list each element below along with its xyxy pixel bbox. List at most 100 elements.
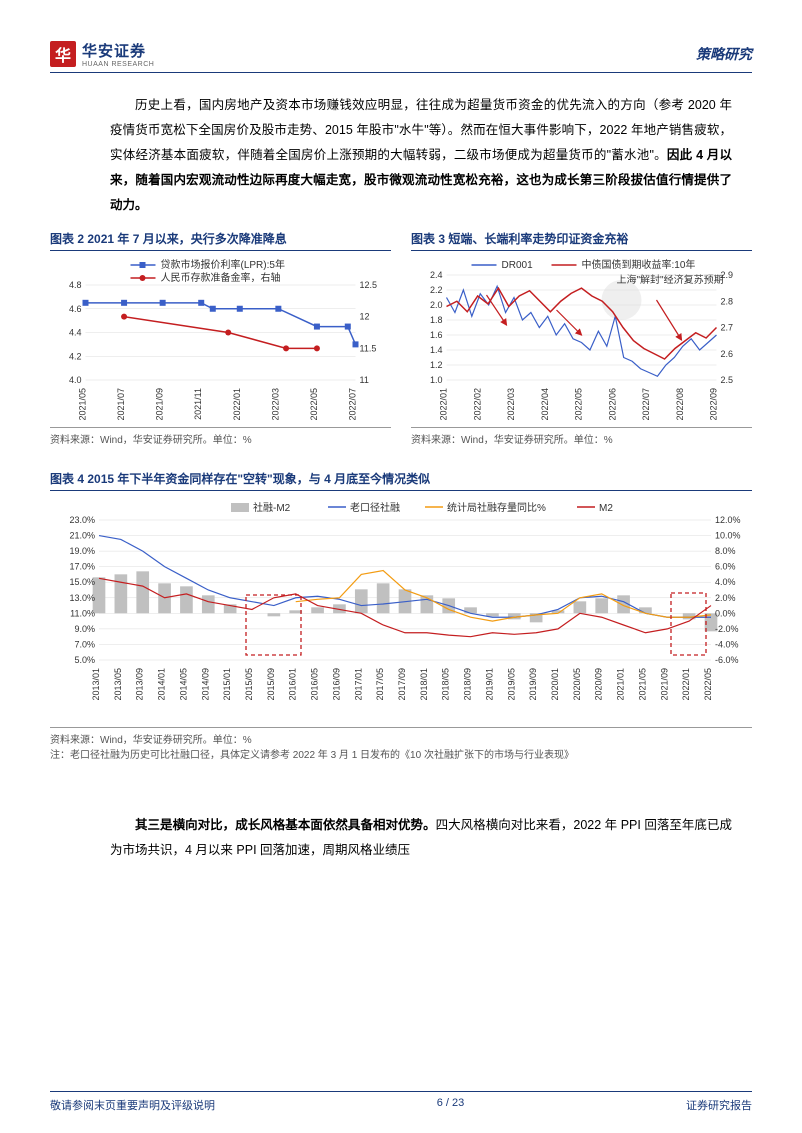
- logo-block: 华 华安证券 HUAAN RESEARCH: [50, 40, 154, 68]
- svg-text:2021/01: 2021/01: [616, 668, 626, 701]
- svg-text:21.0%: 21.0%: [69, 531, 95, 541]
- svg-text:2017/05: 2017/05: [375, 668, 385, 701]
- logo-name-en: HUAAN RESEARCH: [82, 61, 154, 68]
- para1-text: 历史上看，国内房地产及资本市场赚钱效应明显，往往成为超量货币资金的优先流入的方向…: [110, 98, 732, 162]
- svg-text:8.0%: 8.0%: [715, 546, 736, 556]
- svg-text:2020/05: 2020/05: [572, 668, 582, 701]
- svg-text:11.0%: 11.0%: [70, 608, 95, 618]
- svg-text:15.0%: 15.0%: [69, 577, 95, 587]
- svg-text:2.9: 2.9: [721, 270, 734, 280]
- svg-text:1.8: 1.8: [430, 315, 443, 325]
- svg-text:2014/01: 2014/01: [157, 668, 167, 701]
- svg-text:统计局社融存量同比%: 统计局社融存量同比%: [447, 501, 546, 514]
- svg-text:-6.0%: -6.0%: [715, 655, 739, 665]
- svg-text:2022/05: 2022/05: [703, 668, 713, 701]
- footer-report-type: 证券研究报告: [686, 1097, 752, 1113]
- chart-4-note: 注：老口径社融为历史可比社融口径，具体定义请参考 2022 年 3 月 1 日发…: [50, 748, 752, 763]
- svg-text:2014/05: 2014/05: [178, 668, 188, 701]
- svg-text:11: 11: [360, 375, 369, 385]
- svg-text:19.0%: 19.0%: [69, 546, 95, 556]
- svg-text:2022/05: 2022/05: [574, 388, 584, 421]
- para2-bold: 其三是横向对比，成长风格基本面依然具备相对优势。: [135, 818, 436, 832]
- svg-text:2021/05: 2021/05: [637, 668, 647, 701]
- svg-text:4.6: 4.6: [69, 304, 82, 314]
- chart-2-title: 图表 2 2021 年 7 月以来，央行多次降准降息: [50, 230, 391, 251]
- svg-text:2022/01: 2022/01: [439, 388, 449, 421]
- svg-text:2016/05: 2016/05: [310, 668, 320, 701]
- page-footer: 敬请参阅末页重要声明及评级说明 6 / 23 证券研究报告: [50, 1091, 752, 1113]
- svg-text:23.0%: 23.0%: [69, 515, 95, 525]
- svg-text:2021/09: 2021/09: [659, 668, 669, 701]
- paragraph-2: 其三是横向对比，成长风格基本面依然具备相对优势。四大风格横向对比来看，2022 …: [50, 813, 752, 863]
- chart-4-source: 资料来源：Wind，华安证券研究所。单位：%: [50, 727, 752, 746]
- svg-text:社融-M2: 社融-M2: [253, 501, 291, 514]
- logo-name-cn: 华安证券: [82, 40, 154, 61]
- svg-text:2021/09: 2021/09: [155, 388, 165, 421]
- svg-text:老口径社融: 老口径社融: [350, 501, 400, 514]
- header-category: 策略研究: [696, 44, 752, 64]
- svg-text:-4.0%: -4.0%: [715, 639, 739, 649]
- svg-text:2015/01: 2015/01: [222, 668, 232, 701]
- svg-text:2018/05: 2018/05: [441, 668, 451, 701]
- svg-text:2022/01: 2022/01: [232, 388, 242, 421]
- chart-2: 贷款市场报价利率(LPR):5年 人民币存款准备金率，右轴 2021/05 202…: [50, 255, 391, 425]
- svg-text:2020/01: 2020/01: [550, 668, 560, 701]
- svg-text:2.4: 2.4: [430, 270, 443, 280]
- svg-text:2019/09: 2019/09: [528, 668, 538, 701]
- svg-text:2015/09: 2015/09: [266, 668, 276, 701]
- svg-text:4.0: 4.0: [69, 375, 82, 385]
- svg-text:1.0: 1.0: [430, 375, 443, 385]
- svg-text:2022/04: 2022/04: [540, 388, 550, 421]
- chart-4: 社融-M2 老口径社融 统计局社融存量同比% M2 2013/01 2013/05 201…: [50, 495, 752, 725]
- svg-text:M2: M2: [599, 503, 613, 514]
- chart-2-container: 图表 2 2021 年 7 月以来，央行多次降准降息 贷款市场报价利率(LPR)…: [50, 230, 391, 446]
- svg-text:2022/07: 2022/07: [641, 388, 651, 421]
- svg-text:2.6: 2.6: [721, 349, 734, 359]
- svg-text:4.0%: 4.0%: [715, 577, 736, 587]
- svg-text:2022/06: 2022/06: [607, 388, 617, 421]
- svg-text:4.2: 4.2: [69, 351, 82, 361]
- svg-text:2022/05: 2022/05: [309, 388, 319, 421]
- footer-disclaimer: 敬请参阅末页重要声明及评级说明: [50, 1097, 215, 1113]
- chart2-legend2: 人民币存款准备金率，右轴: [161, 271, 281, 284]
- svg-text:9.0%: 9.0%: [74, 624, 95, 634]
- svg-text:2022/01: 2022/01: [681, 668, 691, 701]
- svg-text:2021/05: 2021/05: [78, 388, 88, 421]
- svg-text:2019/01: 2019/01: [484, 668, 494, 701]
- svg-text:12.5: 12.5: [360, 280, 378, 290]
- chart-2-source: 资料来源：Wind，华安证券研究所。单位：%: [50, 427, 391, 446]
- svg-text:4.4: 4.4: [69, 328, 82, 338]
- svg-text:2018/01: 2018/01: [419, 668, 429, 701]
- svg-text:0.0%: 0.0%: [715, 608, 736, 618]
- svg-text:2013/09: 2013/09: [135, 668, 145, 701]
- svg-text:2022/08: 2022/08: [675, 388, 685, 421]
- svg-text:2016/01: 2016/01: [288, 668, 298, 701]
- svg-text:2021/11: 2021/11: [193, 388, 203, 420]
- svg-text:2019/05: 2019/05: [506, 668, 516, 701]
- footer-page: 6 / 23: [437, 1097, 465, 1113]
- svg-text:2020/09: 2020/09: [594, 668, 604, 701]
- svg-text:6.0%: 6.0%: [715, 562, 736, 572]
- svg-text:2017/01: 2017/01: [353, 668, 363, 701]
- svg-text:11.5: 11.5: [360, 343, 377, 353]
- svg-text:2.0: 2.0: [430, 300, 443, 310]
- svg-text:2017/09: 2017/09: [397, 668, 407, 701]
- svg-text:17.0%: 17.0%: [69, 562, 95, 572]
- chart2-legend1: 贷款市场报价利率(LPR):5年: [161, 258, 285, 271]
- svg-text:2022/03: 2022/03: [506, 388, 516, 421]
- svg-text:2.7: 2.7: [721, 323, 734, 333]
- svg-text:2022/07: 2022/07: [348, 388, 358, 421]
- svg-text:2013/05: 2013/05: [113, 668, 123, 701]
- chart-3: DR001 中债国债到期收益率:10年 上海"解封"经济复苏预期 2022/01…: [411, 255, 752, 425]
- svg-text:12: 12: [360, 312, 370, 322]
- svg-text:1.2: 1.2: [430, 360, 443, 370]
- svg-text:2.8: 2.8: [721, 296, 734, 306]
- svg-text:1.6: 1.6: [430, 330, 443, 340]
- svg-text:2022/02: 2022/02: [472, 388, 482, 421]
- svg-text:2022/03: 2022/03: [270, 388, 280, 421]
- svg-text:2014/09: 2014/09: [200, 668, 210, 701]
- svg-text:12.0%: 12.0%: [715, 515, 741, 525]
- chart-4-container: 图表 4 2015 年下半年资金同样存在"空转"现象，与 4 月底至今情况类似 …: [50, 470, 752, 763]
- svg-text:2013/01: 2013/01: [91, 668, 101, 701]
- svg-text:2018/09: 2018/09: [463, 668, 473, 701]
